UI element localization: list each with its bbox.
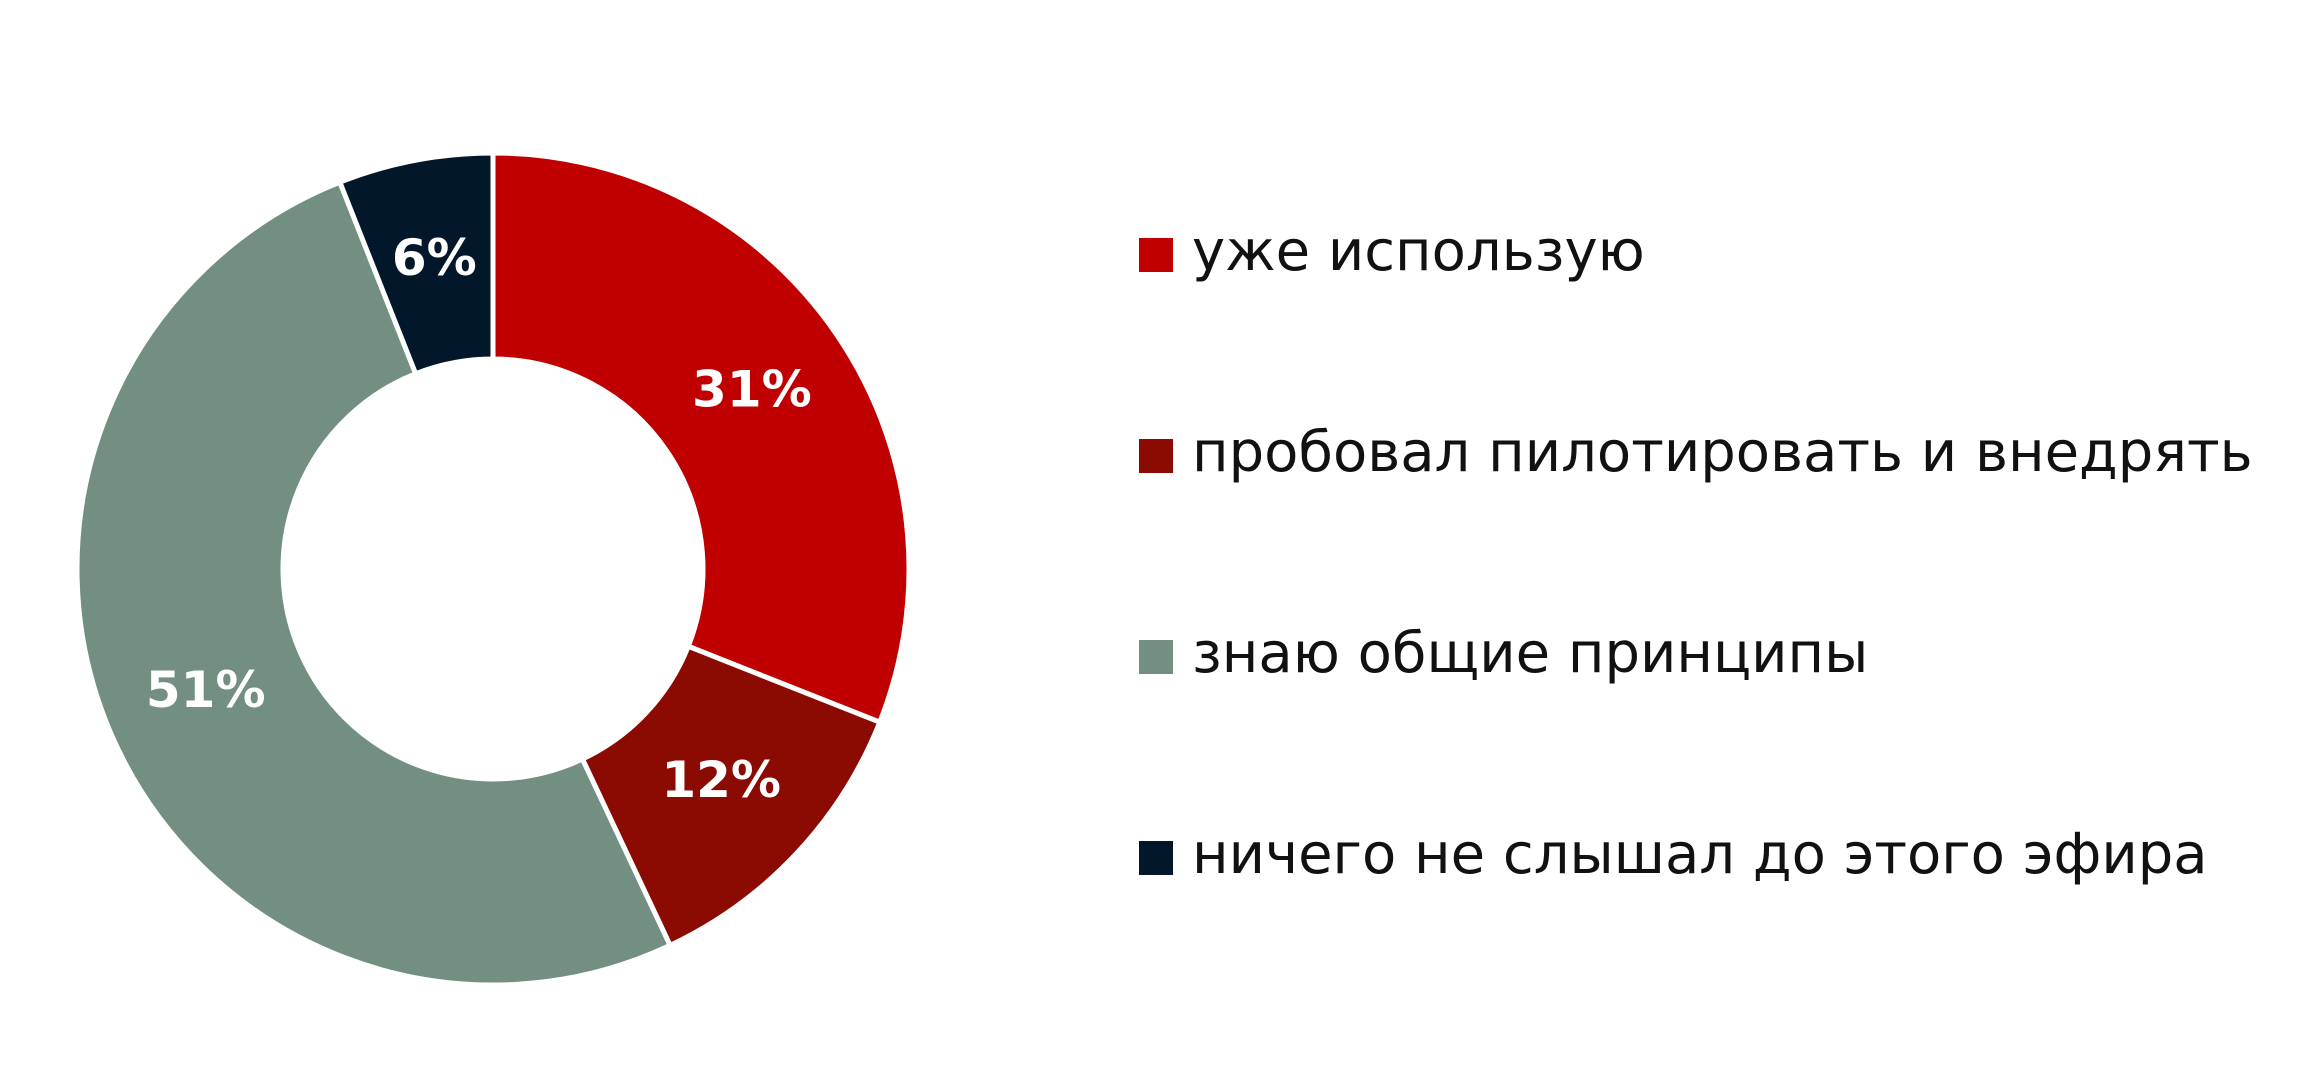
legend-swatch [1139,841,1173,875]
legend-label: ничего не слышал до этого эфира [1192,822,2208,887]
legend-label: уже использую [1192,219,1645,284]
legend-swatch [1139,439,1173,473]
legend-swatch [1139,238,1173,272]
legend-label: пробовал пилотировать и внедрять [1192,420,2253,485]
donut-segment [336,150,496,377]
donut-segment [490,150,912,726]
legend-swatch [1139,640,1173,674]
value-label: 31% [692,361,812,419]
value-label: 12% [661,751,781,809]
value-label: 51% [146,661,266,719]
donut-segment [74,178,674,988]
donut-segment [579,643,884,949]
legend-label: знаю общие принципы [1192,621,1868,686]
value-label: 6% [392,229,477,287]
